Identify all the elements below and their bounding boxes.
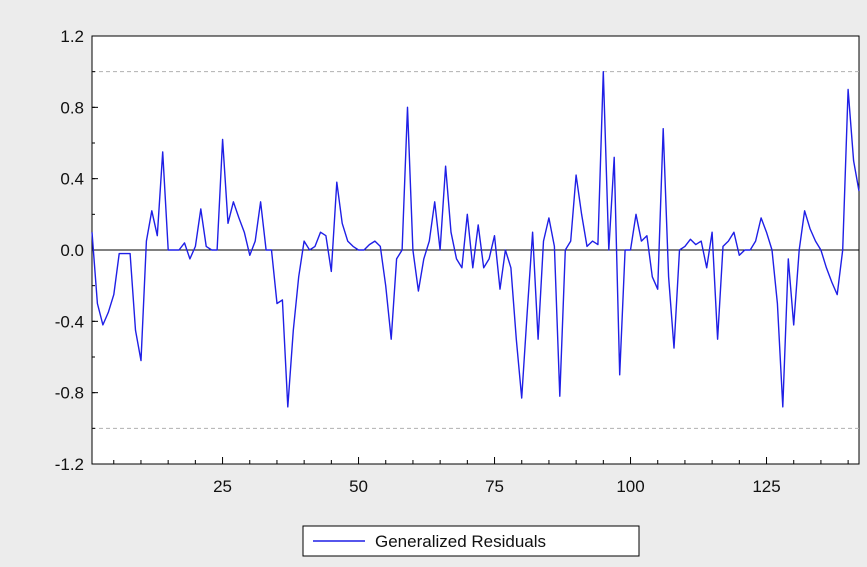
y-tick-label: -0.8 (55, 384, 84, 403)
legend-label: Generalized Residuals (375, 532, 546, 551)
series-line-generalized-residuals (91, 70, 860, 408)
x-tick-label: 100 (616, 477, 644, 496)
x-tick-label: 50 (349, 477, 368, 496)
y-tick-label: 1.2 (60, 27, 84, 46)
x-tick-label: 125 (752, 477, 780, 496)
x-axis: 25 50 75 100 125 (113, 457, 849, 496)
x-tick-label: 75 (485, 477, 504, 496)
x-tick-label: 25 (213, 477, 232, 496)
legend: Generalized Residuals (302, 525, 640, 557)
y-tick-label: -0.4 (55, 312, 84, 331)
reference-lines (92, 71, 859, 429)
y-tick-label: 0.0 (60, 241, 84, 260)
y-tick-label: 0.8 (60, 98, 84, 117)
y-axis: 1.2 0.8 0.4 0.0 -0.4 -0.8 -1.2 (55, 27, 98, 474)
y-tick-label: 0.4 (60, 170, 84, 189)
series-layer (91, 70, 860, 408)
y-tick-label: -1.2 (55, 455, 84, 474)
